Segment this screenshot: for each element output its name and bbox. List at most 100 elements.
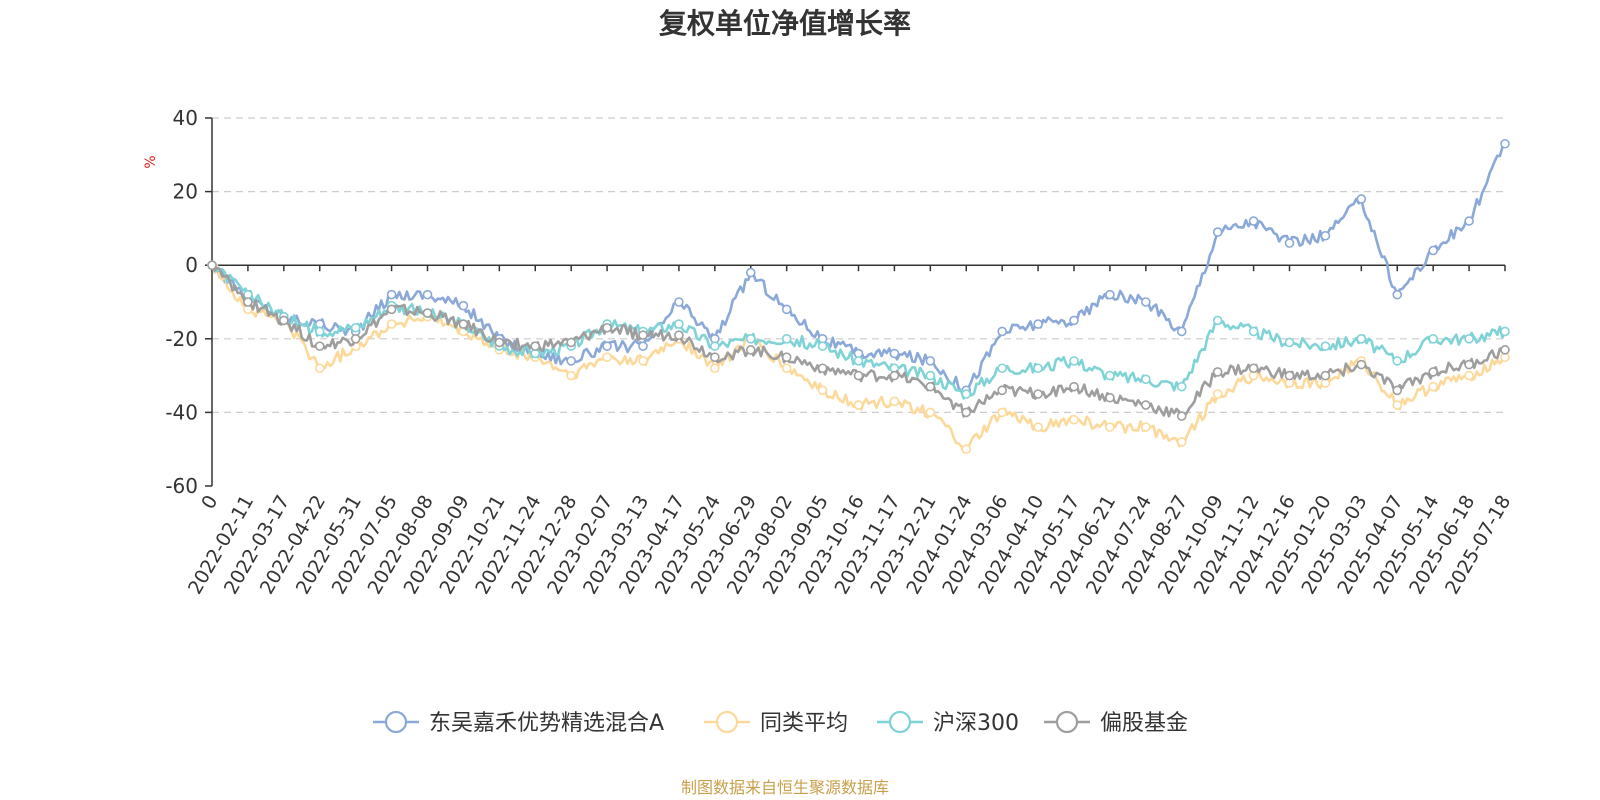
data-point [1428, 245, 1438, 256]
data-point [1141, 297, 1151, 307]
data-point [1500, 326, 1510, 337]
data-point [1069, 381, 1079, 392]
data-point [710, 363, 720, 374]
data-point [314, 341, 325, 351]
data-point [566, 370, 576, 381]
data-point [1320, 341, 1331, 351]
data-point [1141, 374, 1151, 385]
data-point [674, 330, 684, 340]
y-tick-label: 40 [173, 106, 198, 130]
data-point [458, 300, 469, 311]
legend-marker [715, 710, 739, 734]
data-point [1284, 370, 1295, 381]
data-point [781, 363, 792, 374]
data-point [1356, 194, 1367, 204]
legend-label: 沪深300 [933, 711, 1019, 736]
legend-marker [1055, 710, 1079, 734]
data-point [602, 341, 612, 351]
y-tick-label: -20 [165, 327, 198, 351]
data-point [1033, 389, 1043, 399]
legend-label: 同类平均 [760, 711, 848, 736]
data-point [1105, 370, 1115, 381]
data-point [350, 333, 361, 344]
data-point [314, 363, 325, 374]
data-point [889, 370, 900, 381]
data-point [350, 322, 361, 333]
data-point [1069, 356, 1079, 366]
data-point [674, 297, 684, 307]
data-point [243, 297, 253, 307]
data-point [1069, 315, 1079, 326]
data-point [1320, 230, 1331, 241]
data-point [745, 267, 756, 278]
data-point [889, 348, 900, 359]
data-point [817, 385, 828, 396]
data-point [422, 308, 433, 318]
legend-label: 偏股基金 [1100, 711, 1188, 736]
y-tick-label: -60 [165, 474, 198, 498]
data-point [1428, 381, 1438, 392]
data-point [817, 363, 828, 374]
data-point [1392, 400, 1403, 410]
data-point [1392, 385, 1403, 396]
data-point [279, 315, 289, 326]
data-point [781, 352, 792, 363]
data-point [925, 407, 936, 418]
data-point [1428, 333, 1438, 344]
data-point [710, 341, 720, 351]
data-point [1320, 370, 1331, 381]
data-point [817, 341, 828, 351]
data-point [781, 333, 792, 344]
data-point [1248, 216, 1259, 226]
data-point [638, 341, 648, 351]
data-point [1105, 289, 1115, 300]
data-point [314, 326, 325, 337]
x-tick-labels: 02022-02-112022-03-172022-04-222022-05-3… [184, 491, 1515, 598]
y-tick-label: 0 [185, 253, 198, 277]
legend[interactable]: 东吴嘉禾优势精选混合A 同类平均 沪深300 偏股基金 [373, 710, 1188, 736]
data-point [997, 385, 1007, 396]
data-point [1033, 422, 1043, 432]
legend-item[interactable]: 东吴嘉禾优势精选混合A [373, 710, 664, 736]
data-point [1284, 337, 1295, 348]
data-point [1105, 392, 1115, 403]
data-point [458, 319, 469, 329]
data-point [638, 356, 648, 366]
data-point [997, 363, 1007, 374]
legend-item[interactable]: 偏股基金 [1044, 710, 1188, 736]
data-point [961, 389, 972, 399]
y-tick-label: 20 [173, 180, 198, 204]
data-point [1033, 363, 1043, 374]
data-point [602, 352, 612, 363]
data-point [1212, 227, 1223, 237]
data-point [925, 356, 936, 366]
data-point [1392, 356, 1403, 366]
data-point [1212, 315, 1223, 326]
data-point [745, 333, 756, 344]
data-point [853, 400, 864, 410]
x-tick-label: 0 [197, 492, 222, 513]
data-point [1356, 359, 1367, 370]
data-point [422, 289, 433, 300]
data-point [745, 345, 756, 355]
legend-item[interactable]: 沪深300 [877, 710, 1019, 736]
data-point [1356, 333, 1367, 344]
legend-item[interactable]: 同类平均 [704, 710, 848, 736]
data-point [1428, 367, 1438, 377]
data-point [638, 330, 648, 340]
data-point [386, 319, 397, 329]
data-point [1105, 422, 1115, 432]
data-point [1176, 381, 1187, 392]
data-point [1248, 363, 1259, 374]
axes [205, 117, 1506, 487]
data-point [1212, 367, 1223, 377]
data-point [1176, 326, 1187, 337]
data-point [1464, 370, 1474, 381]
data-point [781, 304, 792, 315]
data-point [710, 352, 720, 363]
data-point [566, 356, 576, 366]
legend-label: 东吴嘉禾优势精选混合A [429, 711, 664, 736]
data-point [1033, 319, 1043, 329]
data-point [1141, 400, 1151, 410]
data-point [530, 341, 541, 351]
